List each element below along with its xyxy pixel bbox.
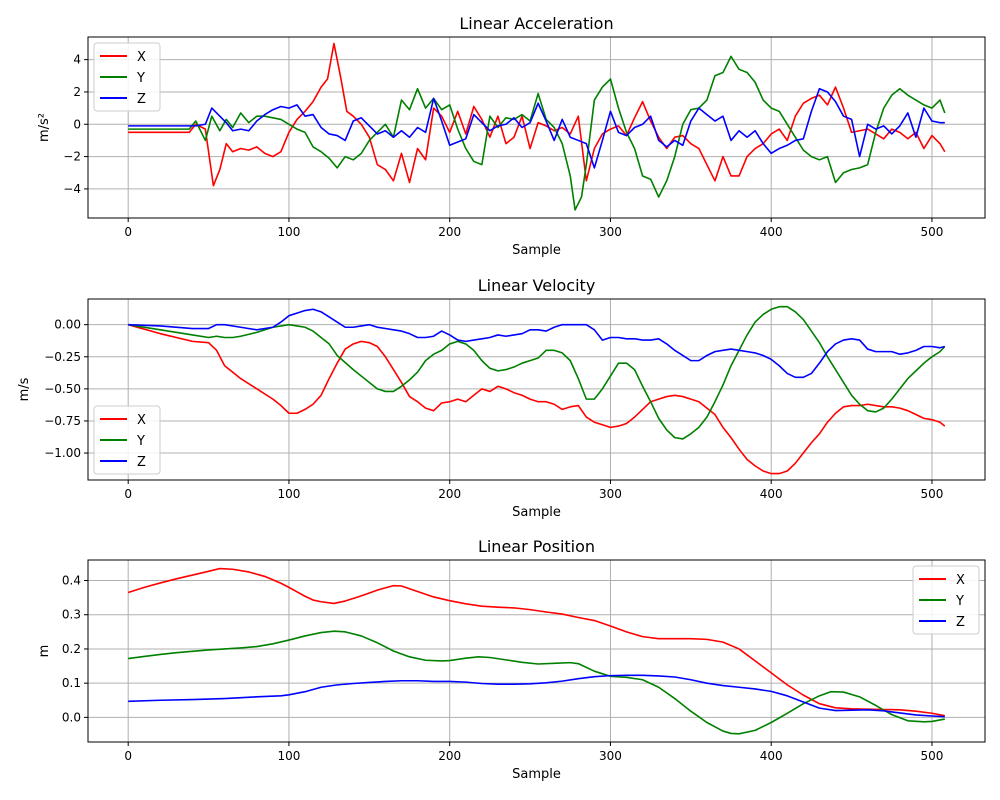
- series-line-y: [128, 305, 946, 440]
- chart-panel-2: 0 100 200 300 400 500 −1.00 −0.75 −0.50 −0.25 0.00…: [17, 276, 986, 520]
- chart-title: Linear Position: [478, 537, 595, 556]
- x-tick-label: 400: [760, 487, 783, 501]
- x-tick-label: 100: [277, 749, 300, 763]
- x-tick-label: 200: [438, 487, 461, 501]
- legend-label-y: Y: [136, 71, 145, 86]
- legend: XYZ: [93, 42, 161, 112]
- series-group: [127, 567, 945, 735]
- chart-title: Linear Acceleration: [459, 14, 613, 33]
- series-line-x: [127, 323, 946, 475]
- x-tick-label: 200: [438, 749, 461, 763]
- x-tick-label: 0: [124, 749, 132, 763]
- y-tick-label: 2: [73, 85, 81, 99]
- series-line-x: [127, 567, 945, 717]
- x-tick-label: 500: [920, 749, 943, 763]
- x-tick-label: 300: [599, 225, 622, 239]
- legend-label-z: Z: [137, 455, 146, 470]
- legend-label-z: Z: [137, 92, 146, 107]
- y-tick-label: 0: [73, 117, 81, 131]
- series-line-z: [128, 674, 945, 718]
- y-tick-label: −2: [63, 150, 81, 164]
- legend-label-x: X: [137, 413, 146, 428]
- legend-label-x: X: [137, 50, 146, 65]
- series-line-z: [128, 87, 945, 169]
- y-axis-label: m/s: [17, 377, 32, 401]
- x-tick-label: 0: [124, 225, 132, 239]
- chart-panel-1: 0 100 200 300 400 500 −4 −2 0 2 4 Linear Accelerati…: [37, 14, 986, 258]
- legend: XYZ: [912, 565, 980, 635]
- x-axis-label: Sample: [512, 767, 561, 782]
- series-line-z: [128, 308, 946, 379]
- y-tick-label: −0.50: [44, 382, 81, 396]
- y-tick-label: 0.0: [62, 710, 81, 724]
- series-line-y: [128, 630, 945, 735]
- legend-label-x: X: [956, 573, 965, 588]
- legend-label-z: Z: [956, 615, 965, 630]
- series-line-y: [128, 55, 946, 211]
- series-group: [128, 42, 946, 211]
- y-tick-label: −1.00: [44, 446, 81, 460]
- series-line-x: [128, 42, 946, 187]
- y-tick-label: 4: [73, 53, 81, 67]
- x-axis-label: Sample: [512, 243, 561, 258]
- y-axis-label: m: [37, 645, 52, 658]
- x-tick-label: 400: [760, 225, 783, 239]
- legend-label-y: Y: [136, 434, 145, 449]
- x-tick-label: 400: [760, 749, 783, 763]
- y-tick-label: 0.1: [62, 676, 81, 690]
- x-tick-label: 300: [599, 487, 622, 501]
- y-tick-label: 0.3: [62, 608, 81, 622]
- x-tick-label: 300: [599, 749, 622, 763]
- y-tick-label: −4: [63, 182, 81, 196]
- y-tick-label: 0.4: [62, 574, 81, 588]
- series-group: [127, 305, 946, 475]
- axes-frame: [87, 36, 986, 219]
- x-tick-label: 0: [124, 487, 132, 501]
- legend-label-y: Y: [955, 594, 964, 609]
- y-axis-label: m/s²: [37, 113, 52, 142]
- chart-title: Linear Velocity: [478, 276, 596, 295]
- axes-frame: [87, 298, 986, 481]
- axes-frame: [87, 559, 986, 743]
- legend: XYZ: [93, 405, 161, 475]
- y-tick-label: −0.75: [44, 414, 81, 428]
- x-tick-label: 200: [438, 225, 461, 239]
- chart-panel-3: 0 100 200 300 400 500 0.0 0.1 0.2 0.3 0.4 Linear Po…: [37, 537, 986, 782]
- x-tick-label: 100: [277, 487, 300, 501]
- x-tick-label: 100: [277, 225, 300, 239]
- y-tick-label: 0.00: [54, 318, 81, 332]
- x-tick-label: 500: [920, 225, 943, 239]
- x-tick-label: 500: [920, 487, 943, 501]
- y-tick-label: 0.2: [62, 642, 81, 656]
- x-axis-label: Sample: [512, 505, 561, 520]
- y-tick-label: −0.25: [44, 350, 81, 364]
